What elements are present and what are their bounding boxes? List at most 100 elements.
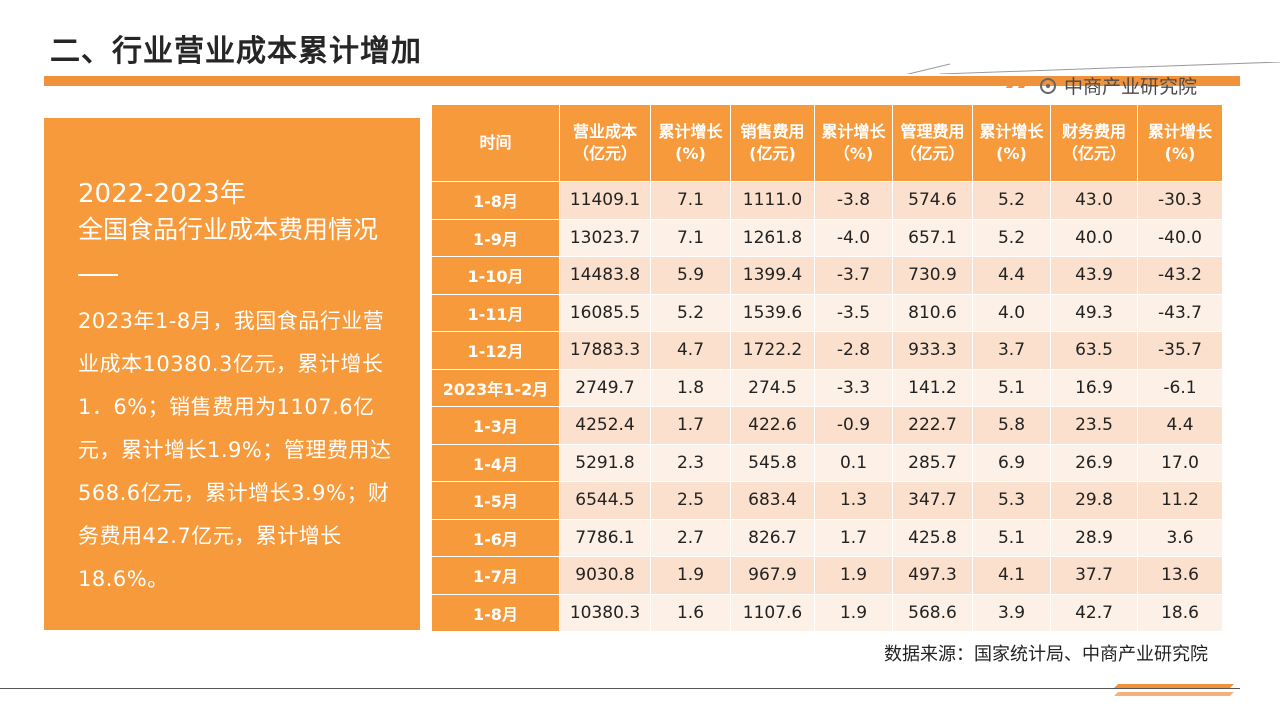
col-header: 管理费用（亿元） [892,104,973,182]
table-cell: 26.9 [1050,443,1138,482]
table-cell: 933.3 [892,331,973,370]
table-cell: -3.3 [814,368,893,407]
table-cell: 1.9 [650,556,731,595]
table-cell: 497.3 [892,556,973,595]
col-header: 累计增长（%) [814,104,893,182]
table-cell: 1.9 [814,593,893,632]
table-cell: 7786.1 [559,518,651,557]
table-row: 1-9月 13023.7 7.1 1261.8 -4.0 657.1 5.2 40.0 -40.… [431,218,1223,257]
brand-stripes-icon [1006,76,1030,88]
summary-paragraph: 2023年1-8月，我国食品行业营业成本10380.3亿元，累计增长1．6%；销… [78,309,392,591]
table-row: 1-8月 10380.3 1.6 1107.6 1.9 568.6 3.9 42.7 18.6 [431,593,1223,632]
table-cell: -3.8 [814,181,893,220]
table-cell: 1.8 [650,368,731,407]
table-cell: 810.6 [892,293,973,332]
table-cell: 1111.0 [730,181,815,220]
table-cell: 9030.8 [559,556,651,595]
table-cell: 5.3 [972,481,1051,520]
table-cell: -35.7 [1137,331,1223,370]
table-cell: 574.6 [892,181,973,220]
table-cell: 7.1 [650,181,731,220]
title-accent-bar [44,76,1240,86]
table-cell: 6544.5 [559,481,651,520]
table-cell: 0.1 [814,443,893,482]
col-header: 累计增长(%) [1137,104,1223,182]
page-title: 二、行业营业成本累计增加 [50,34,422,69]
table-cell: 43.9 [1050,256,1138,295]
table-cell: 2.7 [650,518,731,557]
table-cell: 11.2 [1137,481,1223,520]
table-row: 1-7月 9030.8 1.9 967.9 1.9 497.3 4.1 37.7 13.6 [431,556,1223,595]
data-source: 数据来源：国家统计局、中商产业研究院 [884,644,1208,665]
table-cell: 5.2 [972,181,1051,220]
table-cell: -4.0 [814,218,893,257]
table-cell: 5291.8 [559,443,651,482]
table-cell: 43.0 [1050,181,1138,220]
table-cell: 1261.8 [730,218,815,257]
col-header: 累计增长(%) [650,104,731,182]
cost-table: 时间 营业成本（亿元） 累计增长(%) 销售费用(亿元) 累计增长（%) 管理费… [431,104,1223,632]
table-cell: -3.7 [814,256,893,295]
table-cell: 545.8 [730,443,815,482]
table-cell: 16085.5 [559,293,651,332]
table-cell: 5.2 [650,293,731,332]
header-deco-line [906,62,1280,74]
table-cell: 285.7 [892,443,973,482]
col-header: 销售费用(亿元) [730,104,815,182]
table-cell: -40.0 [1137,218,1223,257]
col-header: 时间 [431,104,560,182]
table-row: 1-11月 16085.5 5.2 1539.6 -3.5 810.6 4.0 49.3 -43… [431,293,1223,332]
table-cell: -6.1 [1137,368,1223,407]
table-cell: 4.7 [650,331,731,370]
table-row: 2023年1-2月 2749.7 1.8 274.5 -3.3 141.2 5.1 16.9-… [431,368,1223,407]
table-cell: 2.3 [650,443,731,482]
table-cell: -43.2 [1137,256,1223,295]
brand-logo: 中商产业研究院 [1040,72,1197,99]
table-cell: 2.5 [650,481,731,520]
table-cell: 4.4 [1137,406,1223,445]
table-cell: 5.1 [972,368,1051,407]
row-period: 1-9月 [431,218,560,257]
row-period: 1-11月 [431,293,560,332]
summary-panel: 2022-2023年 全国食品行业成本费用情况 2023年1-8月，我国食品行业… [44,118,420,630]
table-cell: 1539.6 [730,293,815,332]
table-cell: 4252.4 [559,406,651,445]
row-period: 1-12月 [431,331,560,370]
table-cell: 49.3 [1050,293,1138,332]
row-period: 1-7月 [431,556,560,595]
col-header: 财务费用（亿元） [1050,104,1138,182]
table-cell: -30.3 [1137,181,1223,220]
row-period: 1-8月 [431,181,560,220]
row-period: 1-6月 [431,518,560,557]
footer-stripes-icon [1114,684,1234,696]
table-cell: 1.7 [650,406,731,445]
table-cell: 4.4 [972,256,1051,295]
table-cell: -2.8 [814,331,893,370]
table-cell: 17883.3 [559,331,651,370]
target-icon [1040,77,1056,94]
table-cell: 42.7 [1050,593,1138,632]
table-cell: -3.5 [814,293,893,332]
row-period: 1-4月 [431,443,560,482]
table-cell: 16.9 [1050,368,1138,407]
table-cell: 657.1 [892,218,973,257]
row-period: 1-8月 [431,593,560,632]
table-row: 1-4月 5291.8 2.3 545.8 0.1 285.7 6.9 26.9 17.0 [431,443,1223,482]
table-row: 1-5月 6544.5 2.5 683.4 1.3 347.7 5.3 29.8 11.2 [431,481,1223,520]
table-cell: 13.6 [1137,556,1223,595]
table-cell: 5.1 [972,518,1051,557]
table-cell: 23.5 [1050,406,1138,445]
table-row: 1-12月 17883.3 4.7 1722.2 -2.8 933.3 3.7 63.5 -35… [431,331,1223,370]
table-cell: 1.9 [814,556,893,595]
row-period: 1-5月 [431,481,560,520]
row-period: 1-10月 [431,256,560,295]
summary-divider [78,274,118,276]
table-cell: 730.9 [892,256,973,295]
col-header: 累计增长(%) [972,104,1051,182]
table-cell: 967.9 [730,556,815,595]
table-row: 1-8月 11409.1 7.1 1111.0 -3.8 574.6 5.2 43.0 -30.… [431,181,1223,220]
table-cell: 7.1 [650,218,731,257]
table-cell: 222.7 [892,406,973,445]
table-cell: 422.6 [730,406,815,445]
table-cell: 10380.3 [559,593,651,632]
